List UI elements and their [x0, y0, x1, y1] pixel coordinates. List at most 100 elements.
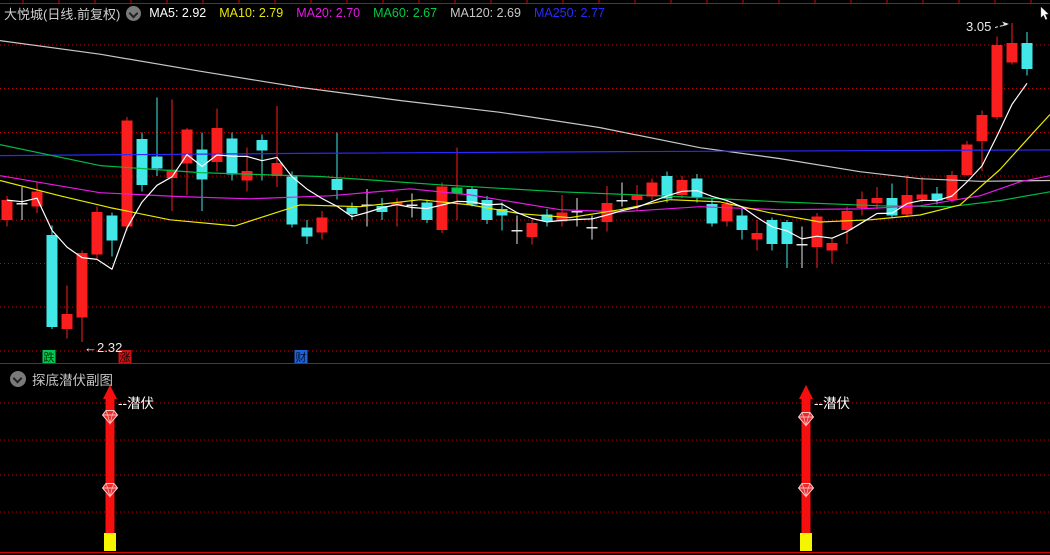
candlestick — [61, 285, 73, 339]
candlestick — [106, 212, 118, 257]
candlestick — [856, 191, 868, 216]
candlestick — [331, 132, 343, 200]
top-time-ruler — [0, 0, 1050, 4]
ma-legend-item: MA5: 2.92 — [149, 6, 207, 20]
candlestick — [466, 187, 478, 207]
ma-legend-item: MA10: 2.79 — [219, 6, 284, 20]
candlestick — [166, 99, 178, 212]
ma-legend-item: MA120: 2.69 — [450, 6, 521, 20]
svg-text:涨: 涨 — [120, 351, 131, 363]
ma-line-ma5 — [6, 82, 1028, 270]
gem-icon — [101, 483, 119, 499]
main-candlestick-chart[interactable]: 跌 涨 财 ←2.32 3.05 — [0, 0, 1050, 363]
candlestick — [376, 198, 388, 220]
candlestick — [481, 195, 493, 225]
instrument-title: 大悦城(日线.前复权) — [4, 6, 121, 22]
candlestick — [16, 187, 28, 220]
candlestick — [421, 199, 433, 223]
candlestick — [46, 225, 58, 329]
candlestick — [796, 226, 808, 268]
candlestick — [211, 108, 223, 172]
candlestick — [1, 195, 13, 227]
high-price-annotation: 3.05 — [966, 19, 991, 34]
candlestick — [361, 189, 373, 227]
candlestick — [706, 198, 718, 227]
candlestick — [961, 141, 973, 177]
ma-legend-item: MA20: 2.70 — [296, 6, 361, 20]
candlestick — [256, 134, 268, 181]
candlestick — [886, 183, 898, 218]
sub-collapse-chevron-icon[interactable] — [10, 371, 26, 387]
chart-header: 大悦城(日线.前复权) MA5: 2.92 MA10: 2.79 MA20: 2.7… — [0, 5, 1050, 22]
candlestick — [196, 132, 208, 212]
candlestick — [661, 171, 673, 203]
candlestick — [751, 219, 763, 251]
low-price-annotation: ←2.32 — [84, 340, 122, 355]
candlestick — [946, 170, 958, 203]
signal-tag: 跌 — [42, 350, 56, 363]
candlestick — [76, 250, 88, 343]
candlestick — [436, 182, 448, 233]
svg-text:财: 财 — [296, 350, 307, 363]
up-arrow-icon — [103, 385, 117, 399]
gem-icon — [101, 410, 119, 426]
qianfu-signal-bar: --潜伏 — [101, 385, 154, 551]
candlestick — [916, 177, 928, 203]
candlestick — [736, 208, 748, 240]
candlestick — [841, 206, 853, 244]
bar-yellow-base — [104, 533, 116, 551]
sub-panel-header: 探底潜伏副图 — [4, 369, 113, 389]
candlestick — [766, 217, 778, 251]
candlestick — [511, 215, 523, 244]
candlestick — [496, 202, 508, 231]
candlestick — [991, 36, 1003, 120]
candlestick — [301, 219, 313, 244]
candlestick — [286, 171, 298, 228]
candlestick — [931, 187, 943, 205]
candlestick — [271, 106, 283, 187]
svg-text:跌: 跌 — [44, 350, 55, 363]
qianfu-label: --潜伏 — [118, 396, 154, 411]
indicator-sub-panel[interactable]: --潜伏 --潜伏 — [0, 363, 1050, 555]
collapse-chevron-icon[interactable] — [126, 5, 142, 21]
candlestick — [781, 219, 793, 268]
candlestick — [91, 206, 103, 260]
candlestick — [241, 147, 253, 192]
bar-yellow-base — [800, 533, 812, 551]
qianfu-label: --潜伏 — [814, 396, 850, 411]
candlestick — [676, 176, 688, 198]
candlestick — [571, 198, 583, 227]
ma-line-ma120 — [0, 40, 1050, 182]
signal-tag: 涨 — [118, 350, 132, 363]
sub-panel-title: 探底潜伏副图 — [32, 373, 113, 388]
candlestick — [316, 211, 328, 240]
candlestick — [181, 128, 193, 195]
candlestick — [406, 193, 418, 218]
annotation-arrow-head — [1002, 21, 1009, 27]
candlestick — [121, 117, 133, 231]
candlestick — [556, 194, 568, 227]
candlestick — [646, 178, 658, 201]
candlestick — [541, 208, 553, 227]
ma-legend: MA5: 2.92 MA10: 2.79 MA20: 2.70 MA60: 2.67 M… — [149, 6, 605, 20]
qianfu-signal-bar: --潜伏 — [797, 385, 850, 551]
gem-icon — [797, 412, 815, 428]
ma-line-ma10 — [0, 114, 1050, 227]
candlestick — [1006, 23, 1018, 65]
up-arrow-icon — [799, 385, 813, 399]
candlestick — [151, 97, 163, 177]
candlestick — [721, 200, 733, 227]
candlestick — [826, 237, 838, 264]
signal-tag: 财 — [294, 350, 308, 363]
gem-icon — [797, 483, 815, 499]
candlestick — [526, 219, 538, 245]
mouse-cursor — [1040, 6, 1049, 20]
candlestick — [136, 132, 148, 192]
ma-legend-item: MA250: 2.77 — [533, 6, 605, 20]
ma-line-ma20 — [0, 175, 1050, 213]
candlestick — [901, 174, 913, 218]
candlestick — [1021, 31, 1033, 76]
candlestick — [451, 147, 463, 220]
candlestick — [976, 110, 988, 171]
